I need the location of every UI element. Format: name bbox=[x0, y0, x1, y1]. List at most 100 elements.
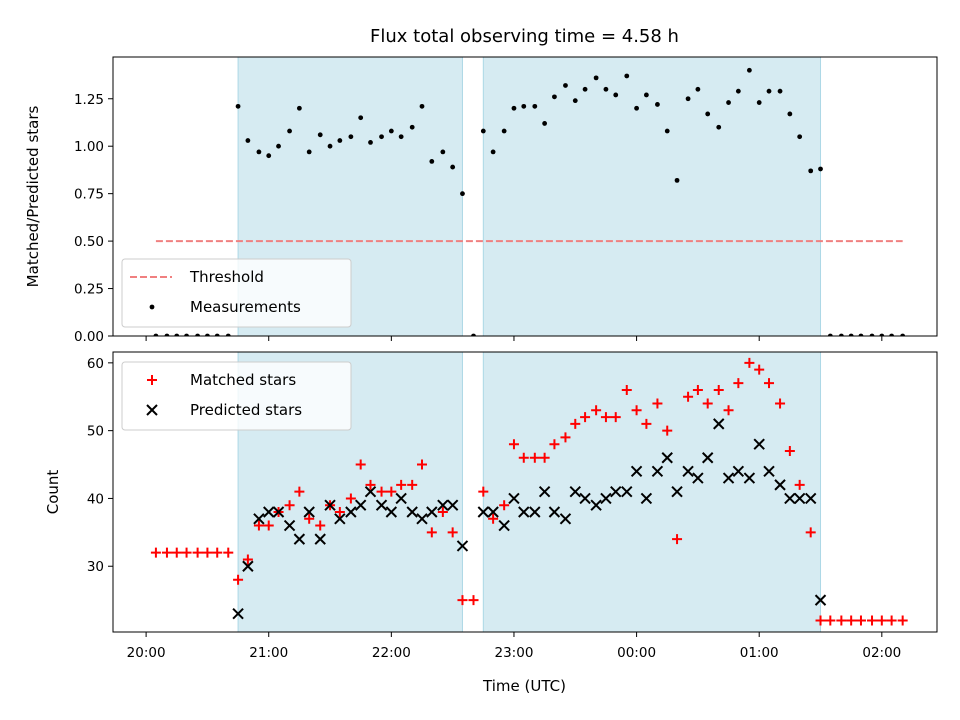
predicted-star-marker bbox=[774, 479, 786, 491]
matched-star-marker bbox=[570, 418, 581, 429]
y-tick-label: 0.50 bbox=[74, 234, 104, 250]
measurement-point bbox=[440, 149, 446, 155]
matched-star-marker bbox=[631, 405, 642, 416]
predicted-star-marker bbox=[722, 472, 735, 484]
x-tick-label: 20:00 bbox=[127, 645, 166, 661]
predicted-star-marker bbox=[538, 485, 551, 498]
measurement-point bbox=[695, 86, 701, 92]
predicted-star-marker bbox=[375, 499, 388, 511]
x-axis-label: Time (UTC) bbox=[482, 677, 566, 695]
predicted-star-marker bbox=[610, 485, 622, 498]
y-tick-label: 40 bbox=[87, 491, 104, 507]
matched-star-marker bbox=[754, 364, 765, 375]
measurement-point bbox=[858, 333, 864, 336]
measurement-point bbox=[716, 124, 722, 130]
predicted-star-marker bbox=[804, 492, 817, 505]
matched-star-marker bbox=[284, 500, 295, 511]
measurement-point bbox=[235, 103, 241, 109]
predicted-star-marker bbox=[590, 499, 602, 511]
matched-star-marker bbox=[386, 486, 397, 497]
predicted-star-marker bbox=[426, 506, 438, 518]
measurement-point bbox=[306, 149, 312, 155]
matched-star-marker bbox=[794, 479, 805, 490]
matched-star-marker bbox=[499, 500, 510, 511]
matched-star-marker bbox=[355, 459, 366, 470]
matched-star-marker bbox=[161, 547, 172, 558]
predicted-star-marker bbox=[406, 506, 418, 518]
measurement-point bbox=[827, 333, 833, 336]
measurement-point bbox=[501, 128, 507, 134]
matched-star-marker bbox=[150, 547, 161, 558]
matched-star-marker bbox=[181, 547, 192, 558]
predicted-star-marker bbox=[508, 492, 520, 505]
matched-star-marker bbox=[867, 615, 878, 626]
measurement-point bbox=[655, 102, 660, 107]
measurement-point bbox=[726, 100, 731, 105]
matched-star-marker bbox=[600, 412, 611, 423]
predicted-star-marker bbox=[671, 485, 683, 498]
predicted-star-marker bbox=[477, 506, 490, 518]
matched-star-marker bbox=[263, 520, 274, 531]
y-tick-label: 0.25 bbox=[74, 282, 104, 298]
matched-star-marker bbox=[365, 479, 376, 490]
predicted-star-marker bbox=[548, 506, 561, 518]
predicted-star-marker bbox=[529, 506, 541, 518]
predicted-star-marker bbox=[682, 465, 694, 478]
predicted-star-marker bbox=[253, 513, 265, 525]
measurement-point bbox=[756, 100, 762, 105]
measurement-point bbox=[450, 164, 456, 170]
matched-star-marker bbox=[662, 425, 673, 436]
legend-label: Threshold bbox=[189, 268, 264, 286]
matched-star-marker bbox=[457, 595, 468, 606]
matched-star-marker bbox=[437, 507, 448, 517]
matched-star-marker bbox=[692, 384, 703, 395]
predicted-star-marker bbox=[395, 492, 407, 505]
predicted-star-marker bbox=[498, 519, 510, 532]
measurement-point bbox=[195, 333, 201, 336]
matched-star-marker bbox=[744, 357, 755, 368]
measurement-point bbox=[348, 134, 354, 140]
matched-star-marker bbox=[345, 493, 356, 504]
matched-star-marker bbox=[294, 486, 305, 497]
predicted-star-marker bbox=[263, 506, 275, 518]
measurement-point bbox=[735, 88, 741, 94]
predicted-star-marker bbox=[701, 452, 714, 464]
predicted-star-marker bbox=[743, 472, 756, 484]
matched-star-marker bbox=[468, 595, 479, 606]
measurement-point bbox=[205, 333, 210, 336]
predicted-star-marker bbox=[314, 533, 326, 545]
x-tick-label: 01:00 bbox=[740, 645, 779, 661]
matched-star-marker bbox=[539, 452, 550, 463]
matched-star-marker bbox=[897, 615, 908, 626]
measurement-point bbox=[337, 138, 343, 143]
predicted-star-marker bbox=[334, 513, 346, 525]
predicted-star-marker bbox=[630, 465, 643, 478]
legend-matched-swatch bbox=[147, 375, 157, 385]
measurement-point bbox=[766, 88, 772, 94]
y-tick-label: 0.75 bbox=[74, 187, 104, 203]
measurement-point bbox=[164, 333, 170, 336]
measurement-point bbox=[388, 128, 394, 134]
measurement-point bbox=[153, 333, 159, 336]
matched-star-marker bbox=[488, 513, 499, 524]
measurement-point bbox=[521, 103, 527, 109]
matched-star-marker bbox=[815, 615, 826, 626]
measurement-point bbox=[643, 92, 649, 98]
measurement-point bbox=[634, 105, 639, 111]
matched-star-marker bbox=[733, 378, 744, 389]
predicted-star-marker bbox=[456, 540, 469, 552]
legend-predicted-swatch bbox=[146, 404, 158, 416]
measurement-point bbox=[398, 134, 404, 140]
x-tick-label: 22:00 bbox=[372, 645, 411, 661]
x-tick-label: 21:00 bbox=[249, 645, 288, 661]
measurement-point bbox=[214, 333, 220, 336]
matched-star-marker bbox=[233, 574, 244, 585]
matched-star-marker bbox=[876, 615, 887, 626]
matched-star-marker bbox=[396, 479, 407, 490]
x-tick-label: 00:00 bbox=[617, 645, 656, 661]
measurement-point bbox=[572, 98, 578, 104]
matched-star-marker bbox=[478, 486, 489, 497]
measurement-point bbox=[808, 168, 814, 174]
legend bbox=[121, 258, 352, 328]
x-tick-label: 02:00 bbox=[862, 645, 901, 661]
